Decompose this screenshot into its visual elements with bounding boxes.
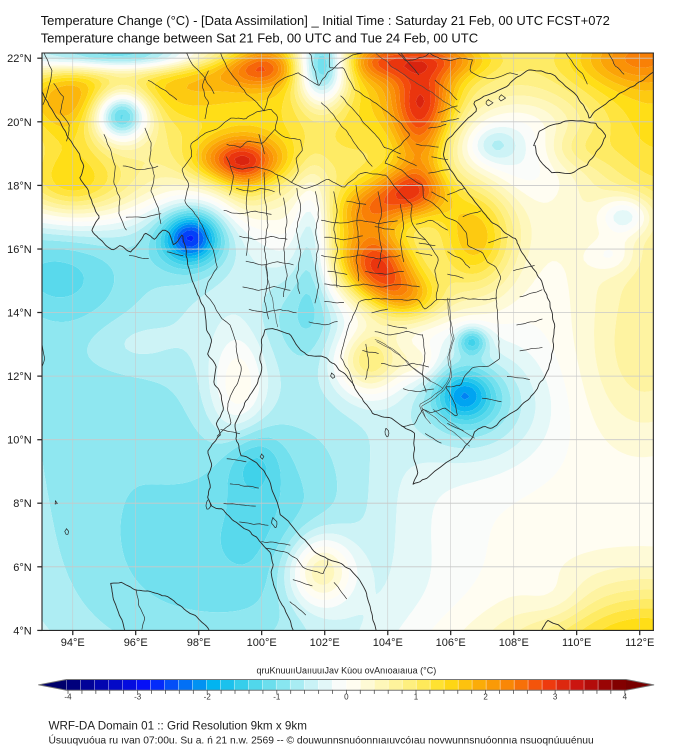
- svg-text:102°E: 102°E: [310, 637, 340, 649]
- svg-text:108°E: 108°E: [499, 637, 529, 649]
- svg-text:qruKnuuııUaııuuıJav Kùou ovAn: qruKnuuııUaııuuıJav Kùou ovAnıoaıaıua (…: [257, 666, 437, 676]
- svg-text:100°E: 100°E: [247, 637, 277, 649]
- svg-text:110°E: 110°E: [562, 637, 591, 649]
- svg-text:94°E: 94°E: [61, 637, 85, 649]
- svg-text:104°E: 104°E: [373, 637, 403, 649]
- svg-text:4°N: 4°N: [13, 625, 32, 637]
- svg-text:Temperature Change (°C) - [Dat: Temperature Change (°C) - [Data Assimila…: [41, 13, 610, 28]
- svg-text:18°N: 18°N: [7, 180, 32, 192]
- svg-text:22°N: 22°N: [7, 53, 32, 65]
- svg-text:6°N: 6°N: [13, 562, 32, 574]
- svg-text:3: 3: [553, 693, 558, 702]
- svg-text:-4: -4: [64, 693, 72, 702]
- svg-text:Temperature change between Sat: Temperature change between Sat 21 Feb, 0…: [41, 30, 478, 45]
- svg-text:14°N: 14°N: [7, 308, 32, 320]
- svg-text:98°E: 98°E: [187, 637, 211, 649]
- svg-text:106°E: 106°E: [436, 637, 466, 649]
- svg-text:1: 1: [414, 693, 419, 702]
- svg-text:12°N: 12°N: [7, 371, 32, 383]
- svg-text:112°E: 112°E: [625, 637, 654, 649]
- svg-text:20°N: 20°N: [7, 117, 32, 129]
- svg-text:WRF-DA Domain 01 :: Grid Resol: WRF-DA Domain 01 :: Grid Resolution 9km …: [49, 720, 307, 733]
- svg-text:96°E: 96°E: [124, 637, 148, 649]
- svg-text:-3: -3: [134, 693, 142, 702]
- svg-text:16°N: 16°N: [7, 244, 32, 256]
- svg-text:10°N: 10°N: [7, 435, 32, 447]
- svg-text:8°N: 8°N: [13, 498, 32, 510]
- svg-text:2: 2: [483, 693, 488, 702]
- svg-text:Úsuuqvuóua ru ıvan 07:00u. S: Úsuuqvuóua ru ıvan 07:00u. Su a. ń 21…: [49, 733, 595, 746]
- svg-text:-2: -2: [204, 693, 212, 702]
- svg-text:-1: -1: [273, 693, 281, 702]
- svg-text:0: 0: [344, 693, 349, 702]
- svg-text:4: 4: [623, 693, 628, 702]
